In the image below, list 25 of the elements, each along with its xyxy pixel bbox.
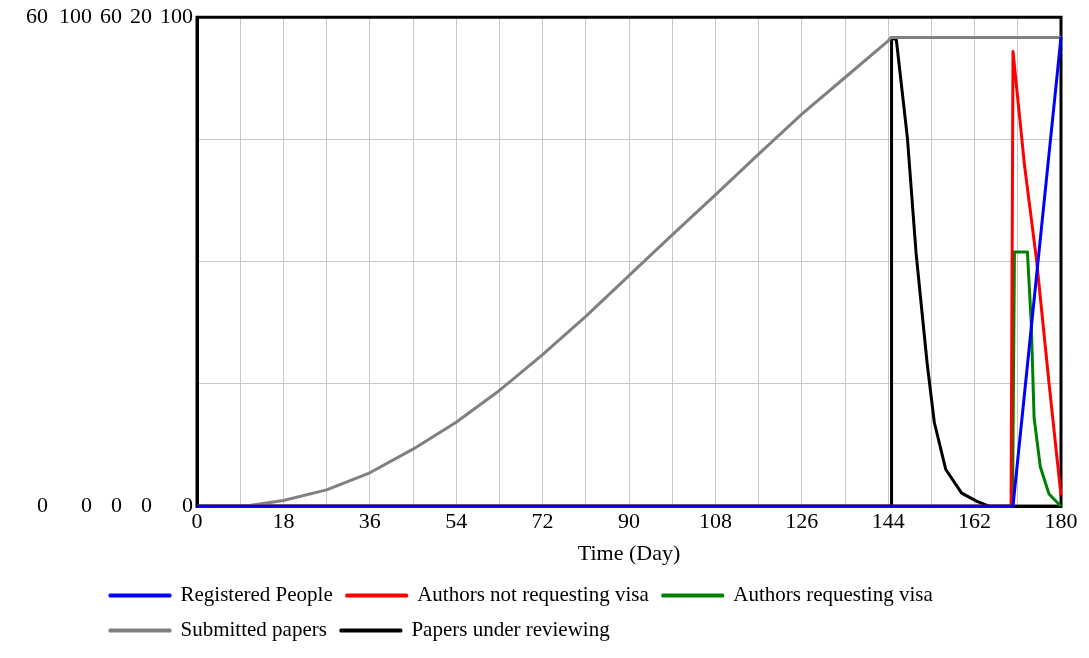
y2-tick-label: 0 xyxy=(141,491,152,517)
x-tick-label: 162 xyxy=(958,508,992,534)
text: 60 xyxy=(26,2,48,28)
legend-label: Authors not requesting visa xyxy=(417,582,650,607)
x-tick-label: 36 xyxy=(358,508,381,534)
x-tick-label: 72 xyxy=(531,508,554,534)
x-tick-label: 18 xyxy=(272,508,295,534)
legend-label: Papers under reviewing xyxy=(411,617,611,642)
text: 0 xyxy=(182,491,193,517)
legend-label: Submitted papers xyxy=(180,617,327,642)
x-tick-label: 0 xyxy=(191,508,203,534)
x-tick-label: 108 xyxy=(698,508,732,534)
x-tick-label: 180 xyxy=(1044,508,1078,534)
legend-label: Authors requesting visa xyxy=(733,582,934,607)
y2-tick-label: 20 xyxy=(130,2,152,28)
x-tick-label: 54 xyxy=(445,508,468,534)
y3-tick-label: 0 xyxy=(111,491,122,517)
x-tick-label: 144 xyxy=(871,508,905,534)
x-tick-label: 90 xyxy=(618,508,640,534)
legend-label: Registered People xyxy=(180,582,333,607)
text: 100 xyxy=(160,2,193,28)
x-tick-label: 126 xyxy=(785,508,819,534)
x-axis-title: Time (Day) xyxy=(577,539,681,565)
text: 0 xyxy=(37,491,48,517)
y3-tick-label: 60 xyxy=(100,2,122,28)
